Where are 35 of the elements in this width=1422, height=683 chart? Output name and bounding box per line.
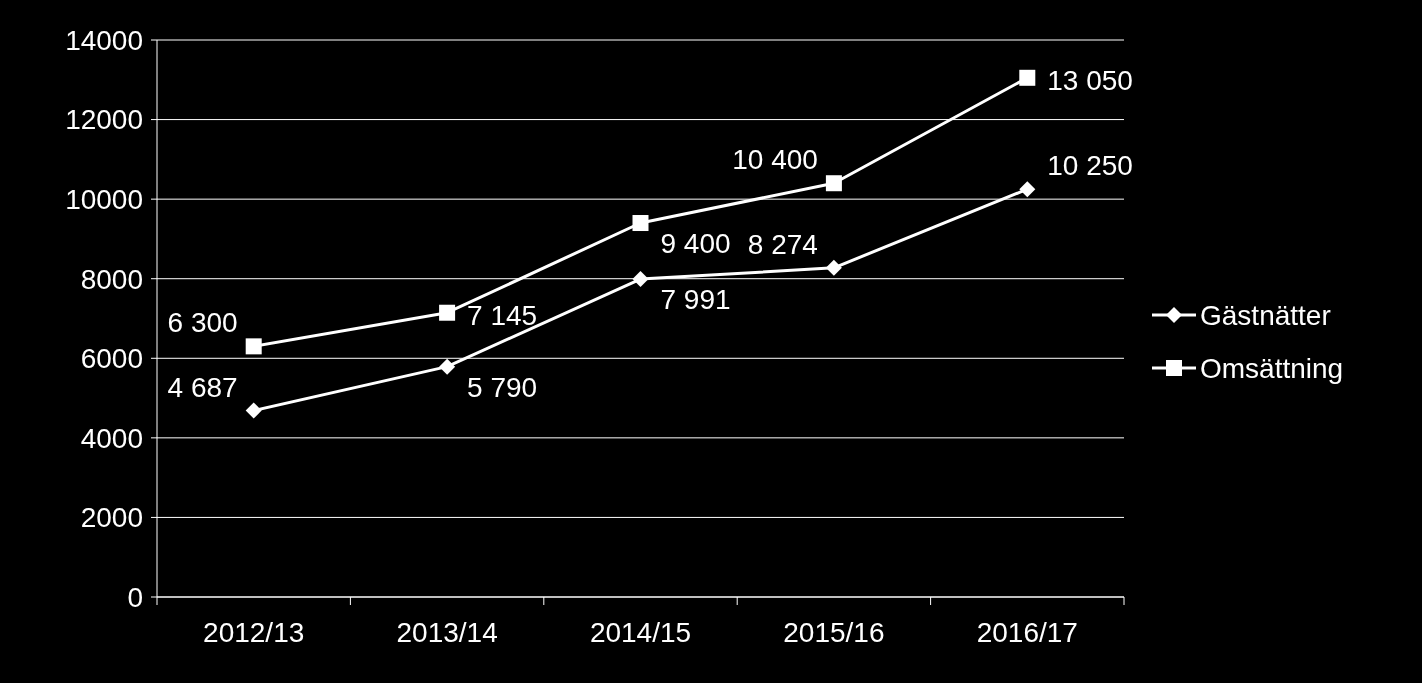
x-tick-label: 2016/17 xyxy=(976,617,1078,648)
legend-label: Omsättning xyxy=(1200,352,1344,384)
point xyxy=(439,358,456,375)
point xyxy=(245,402,262,419)
legend-label: Gästnätter xyxy=(1200,299,1331,331)
data-label: 10 250 xyxy=(1047,150,1133,182)
data-label: 6 300 xyxy=(167,307,238,339)
data-label: 7 991 xyxy=(660,284,731,316)
y-tick-label: 6000 xyxy=(80,343,143,375)
point xyxy=(825,259,842,276)
x-tick-label: 2015/16 xyxy=(783,617,885,648)
x-tick-label: 2013/14 xyxy=(396,617,498,648)
data-label: 8 274 xyxy=(747,228,818,260)
y-tick-label: 14000 xyxy=(65,24,143,56)
point xyxy=(825,175,842,192)
data-label: 4 687 xyxy=(167,371,238,403)
y-tick-label: 2000 xyxy=(80,502,143,534)
point xyxy=(245,338,262,355)
data-label: 13 050 xyxy=(1047,64,1133,96)
y-tick-label: 8000 xyxy=(80,263,143,295)
point xyxy=(632,271,649,288)
y-tick-label: 4000 xyxy=(80,422,143,454)
data-label: 7 145 xyxy=(467,299,538,331)
x-tick-label: 2014/15 xyxy=(589,617,692,648)
y-tick-label: 0 xyxy=(127,581,143,613)
y-tick-label: 12000 xyxy=(65,104,143,136)
data-label: 10 400 xyxy=(732,144,818,176)
data-label: 5 790 xyxy=(467,371,538,403)
point xyxy=(1019,181,1036,198)
point xyxy=(1019,69,1036,86)
y-tick-label: 10000 xyxy=(65,183,143,215)
point xyxy=(632,215,649,232)
point xyxy=(439,304,456,321)
x-tick-label: 2012/13 xyxy=(203,617,305,648)
data-label: 9 400 xyxy=(660,228,731,260)
